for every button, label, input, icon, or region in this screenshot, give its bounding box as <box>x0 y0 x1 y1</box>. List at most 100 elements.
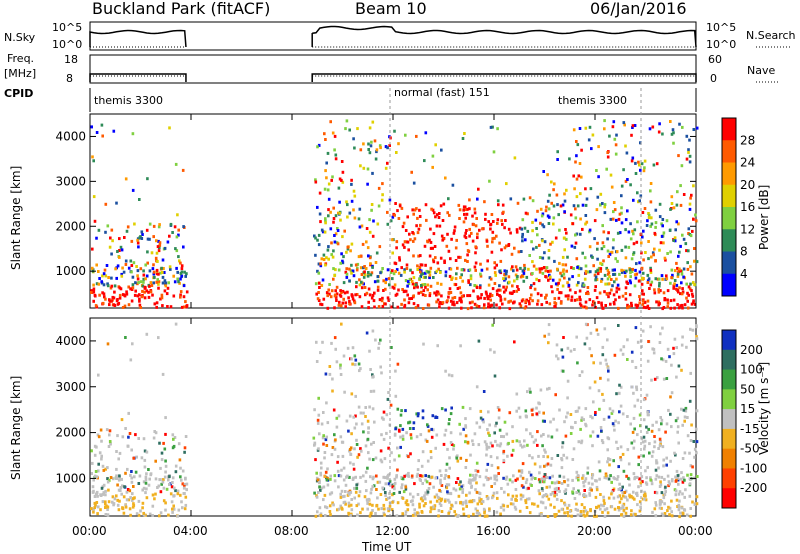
range-cell <box>638 163 641 167</box>
range-cell <box>686 473 689 477</box>
range-cell <box>679 244 682 248</box>
range-cell <box>392 286 396 290</box>
range-cell <box>658 502 662 506</box>
range-cell <box>575 195 579 199</box>
range-cell <box>616 259 619 263</box>
power-heatmap <box>90 119 699 311</box>
range-cell <box>619 445 623 449</box>
range-cell <box>393 458 396 462</box>
range-cell <box>118 474 121 478</box>
range-cell <box>453 225 457 229</box>
range-cell <box>394 427 397 431</box>
range-cell <box>374 338 377 342</box>
range-cell <box>573 245 577 249</box>
range-cell <box>181 482 185 486</box>
range-cell <box>130 239 134 243</box>
range-cell <box>400 409 403 413</box>
range-cell <box>333 234 336 237</box>
colorbar-swatch <box>722 409 736 430</box>
range-cell <box>653 377 657 381</box>
range-cell <box>316 297 320 301</box>
range-cell <box>516 477 519 481</box>
range-cell <box>328 292 331 296</box>
range-cell <box>91 485 95 489</box>
range-cell <box>368 514 372 518</box>
range-cell <box>520 299 524 303</box>
range-cell <box>396 362 400 366</box>
range-cell <box>474 469 477 473</box>
range-cell <box>669 299 673 303</box>
range-cell <box>493 266 497 270</box>
range-cell <box>587 481 591 485</box>
range-cell <box>668 355 671 359</box>
range-cell <box>578 127 582 130</box>
range-cell <box>411 282 415 286</box>
range-cell <box>399 273 403 277</box>
range-cell <box>657 290 661 294</box>
range-cell <box>682 476 685 480</box>
range-cell <box>583 277 587 281</box>
range-cell <box>673 236 677 240</box>
range-cell <box>331 377 334 381</box>
range-cell <box>105 264 109 267</box>
range-cell <box>106 480 110 484</box>
range-cell <box>185 488 188 492</box>
range-cell <box>608 458 612 462</box>
range-cell <box>536 302 539 306</box>
range-cell <box>104 493 107 497</box>
range-cell <box>376 222 380 226</box>
range-cell <box>180 305 184 309</box>
range-cell <box>588 493 592 497</box>
range-cell <box>519 304 523 308</box>
range-tick-label: 2000 <box>55 219 86 233</box>
range-cell <box>421 499 424 503</box>
range-cell <box>360 224 364 228</box>
range-cell <box>635 240 639 244</box>
range-cell <box>563 210 566 214</box>
range-cell <box>674 453 677 457</box>
range-cell <box>660 357 663 361</box>
range-cell <box>624 218 628 222</box>
range-cell <box>180 264 184 268</box>
range-cell <box>646 304 650 308</box>
range-cell <box>596 195 600 199</box>
range-cell <box>647 240 650 243</box>
range-cell <box>637 455 641 459</box>
range-cell <box>394 293 398 297</box>
range-cell <box>136 238 139 242</box>
range-cell <box>451 276 454 280</box>
range-cell <box>567 503 571 507</box>
range-cell <box>317 447 320 451</box>
range-cell <box>367 306 370 310</box>
range-cell <box>608 134 611 138</box>
range-cell <box>448 213 451 217</box>
range-cell <box>534 477 537 480</box>
range-cell <box>363 270 366 274</box>
range-cell <box>566 281 569 285</box>
range-cell <box>343 291 347 295</box>
range-cell <box>376 288 380 292</box>
range-cell <box>495 303 498 307</box>
range-cell <box>637 160 640 164</box>
range-cell <box>589 414 592 418</box>
range-cell <box>119 486 123 489</box>
range-cell <box>165 487 169 491</box>
range-cell <box>111 239 114 243</box>
range-cell <box>98 277 101 280</box>
range-cell <box>681 511 684 515</box>
range-cell <box>158 514 161 518</box>
range-cell <box>566 483 570 487</box>
range-cell <box>506 454 509 458</box>
range-cell <box>540 513 543 517</box>
range-cell <box>92 507 95 511</box>
range-cell <box>574 216 578 220</box>
range-cell <box>615 277 618 281</box>
range-cell <box>423 283 427 286</box>
range-cell <box>606 237 609 241</box>
range-cell <box>609 302 612 306</box>
range-cell <box>599 192 603 196</box>
range-cell <box>450 443 454 446</box>
range-cell <box>678 122 681 126</box>
range-cell <box>327 197 331 201</box>
range-cell <box>329 227 333 231</box>
